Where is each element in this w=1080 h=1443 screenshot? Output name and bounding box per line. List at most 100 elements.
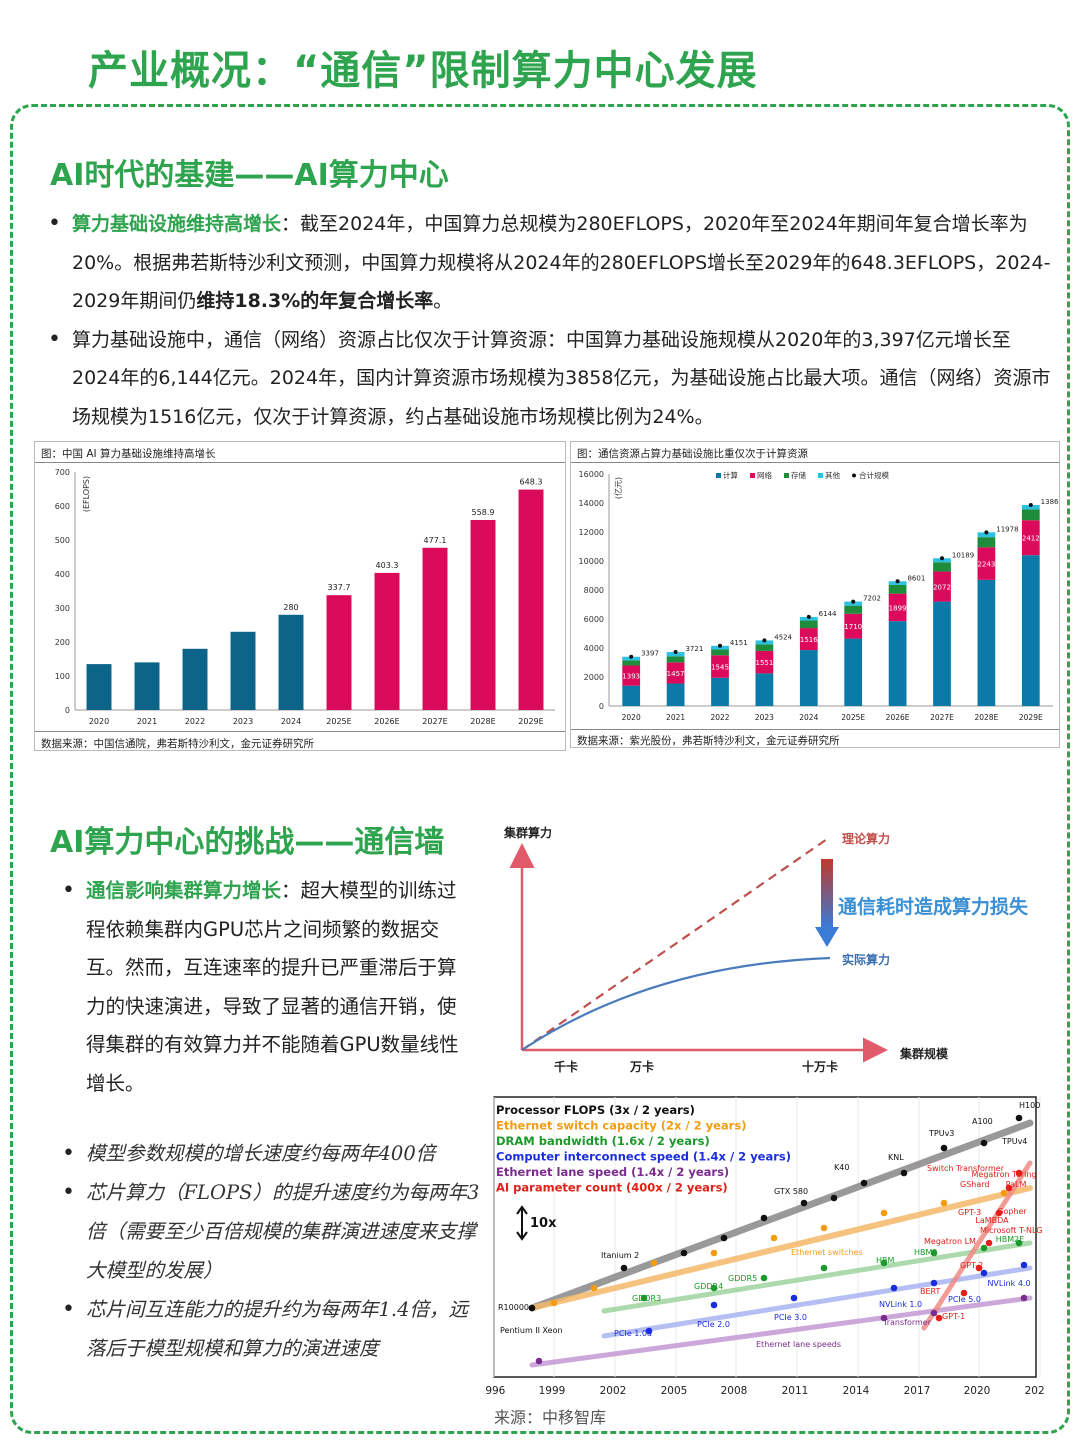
total-label: 10189	[952, 551, 974, 559]
growth-rate-bullets: 模型参数规模的增长速度约每两年400倍 芯片算力（FLOPS）的提升速度约为每两…	[60, 1134, 480, 1368]
comm-wall-bullets: 通信影响集群算力增长：超大模型的训练过程依赖集群内GPU芯片之间频繁的数据交互。…	[60, 872, 470, 1103]
stacked-bar-segment	[666, 662, 685, 684]
point-label: TPUv3	[928, 1129, 954, 1138]
stacked-bar-segment	[799, 620, 818, 629]
data-point	[620, 1264, 628, 1272]
data-point	[650, 1259, 658, 1267]
total-label: 7202	[863, 595, 881, 603]
total-marker	[940, 556, 944, 561]
point-label: PaLM	[1006, 1180, 1027, 1189]
legend-label: 存储	[791, 470, 806, 480]
x-tick-label: 2024	[281, 717, 301, 726]
y-axis-label: (亿元)	[613, 477, 623, 499]
infrastructure-bullets: 算力基础设施维持高增长：截至2024年，中国算力总规模为280EFLOPS，20…	[46, 205, 1056, 436]
stacked-bar-segment	[977, 579, 996, 706]
data-point	[550, 1299, 558, 1307]
x-tick-label: 2029E	[1019, 713, 1043, 722]
total-marker	[895, 579, 900, 584]
data-point	[1015, 1114, 1023, 1122]
stacked-bar-segment	[844, 638, 863, 706]
legend-entry: Ethernet switch capacity (2x / 2 years)	[496, 1119, 746, 1133]
point-label: GPT-3	[958, 1208, 981, 1217]
figure-divider	[35, 462, 565, 463]
data-point	[880, 1314, 888, 1322]
data-point	[980, 1139, 988, 1147]
y-tick-label: 10000	[579, 557, 604, 566]
x-tick-label: 2026E	[374, 717, 399, 726]
point-label: GDDR4	[694, 1282, 723, 1291]
bullet-lead: 通信影响集群算力增长	[86, 879, 282, 902]
figure-compute-growth: 图：中国 AI 算力基础设施维持高增长 0 100 200 300 400 500 600 7…	[34, 441, 566, 751]
x-tick-label: 2002	[600, 1385, 627, 1397]
data-point	[770, 1234, 778, 1242]
figure-infra-structure: 图：通信资源占算力基础设施比重仅次于计算资源 0 2000 4000 6000 8000…	[570, 441, 1060, 748]
total-marker	[851, 599, 856, 604]
figure-source: 数据来源：紫光股份，弗若斯特沙利文，金元证券研究所	[577, 735, 840, 747]
data-point	[995, 1209, 1003, 1217]
x-tick-label: 2020	[622, 713, 641, 722]
data-point	[528, 1304, 536, 1312]
stacked-bar-segment	[888, 621, 907, 706]
total-label: 13864	[1041, 498, 1059, 506]
x-tick-label: 2023	[755, 713, 774, 722]
x-tick-label: 2021	[666, 713, 685, 722]
point-label: GPT-1	[942, 1312, 965, 1321]
bar	[278, 614, 304, 710]
stacked-bar-segment	[666, 683, 685, 706]
figure-divider	[571, 462, 1059, 463]
data-label: 648.3	[520, 478, 543, 487]
y-tick-label: 4000	[584, 644, 604, 653]
legend-entry: Processor FLOPS (3x / 2 years)	[496, 1103, 695, 1117]
trend-line	[529, 1295, 1033, 1368]
x-tick-label: 2024	[799, 713, 818, 722]
data-point	[1000, 1189, 1008, 1197]
data-point	[985, 1239, 993, 1247]
data-label: 1899	[889, 604, 907, 612]
y-tick-label: 16000	[579, 470, 604, 479]
data-point	[760, 1214, 768, 1222]
content-frame	[10, 104, 1070, 1434]
stacked-bar-segment	[799, 650, 818, 706]
data-label: 1710	[844, 623, 862, 631]
total-marker	[629, 654, 634, 659]
point-label: PCIe 3.0	[774, 1313, 807, 1322]
bullet-text: 模型参数规模的增长速度约每两年400倍	[86, 1142, 436, 1165]
bar	[326, 595, 352, 710]
stacked-bar-segment	[1021, 555, 1040, 706]
point-label: PCIe 2.0	[697, 1320, 730, 1329]
scale-label: 10x	[530, 1216, 557, 1231]
point-label: Gopher	[997, 1207, 1027, 1216]
stacked-bar-segment	[1021, 504, 1040, 510]
point-label: Pentium II Xeon	[500, 1326, 563, 1335]
data-point	[980, 1244, 988, 1252]
x-tick-label: 2028E	[470, 717, 495, 726]
point-label: KNL	[888, 1153, 904, 1162]
legend-entry: AI parameter count (400x / 2 years)	[496, 1181, 728, 1195]
data-point	[710, 1249, 718, 1257]
bullet-param-growth: 模型参数规模的增长速度约每两年400倍	[60, 1134, 480, 1173]
total-marker	[673, 650, 678, 655]
y-tick-label: 200	[55, 638, 70, 647]
y-tick-label: 2000	[584, 673, 604, 682]
point-label: H100	[1019, 1101, 1040, 1110]
bullet-text: 芯片间互连能力的提升约为每两年1.4倍，远落后于模型规模和算力的演进速度	[86, 1298, 469, 1360]
bullet-bold: 维持18.3%的年复合增长率	[196, 290, 434, 312]
x-tick-label: 2005	[661, 1385, 688, 1397]
stacked-bar-segment	[755, 673, 774, 706]
y-tick-label: 500	[55, 536, 70, 545]
point-label: HBM2E	[996, 1235, 1025, 1244]
bar	[182, 648, 208, 710]
x-tick-label: 2008	[721, 1385, 748, 1397]
stacked-bar-segment	[711, 649, 729, 656]
total-marker	[984, 530, 989, 535]
legend-swatch	[716, 473, 721, 478]
data-point	[1020, 1261, 1028, 1269]
x-tick-label: 2027E	[422, 717, 447, 726]
data-point	[860, 1179, 868, 1187]
stacked-bar-segment	[844, 601, 863, 606]
legend-label: 网络	[757, 470, 772, 480]
stacked-bar-segment	[622, 685, 641, 706]
data-point	[975, 1264, 983, 1272]
data-point	[930, 1249, 938, 1257]
data-point	[1005, 1184, 1013, 1192]
